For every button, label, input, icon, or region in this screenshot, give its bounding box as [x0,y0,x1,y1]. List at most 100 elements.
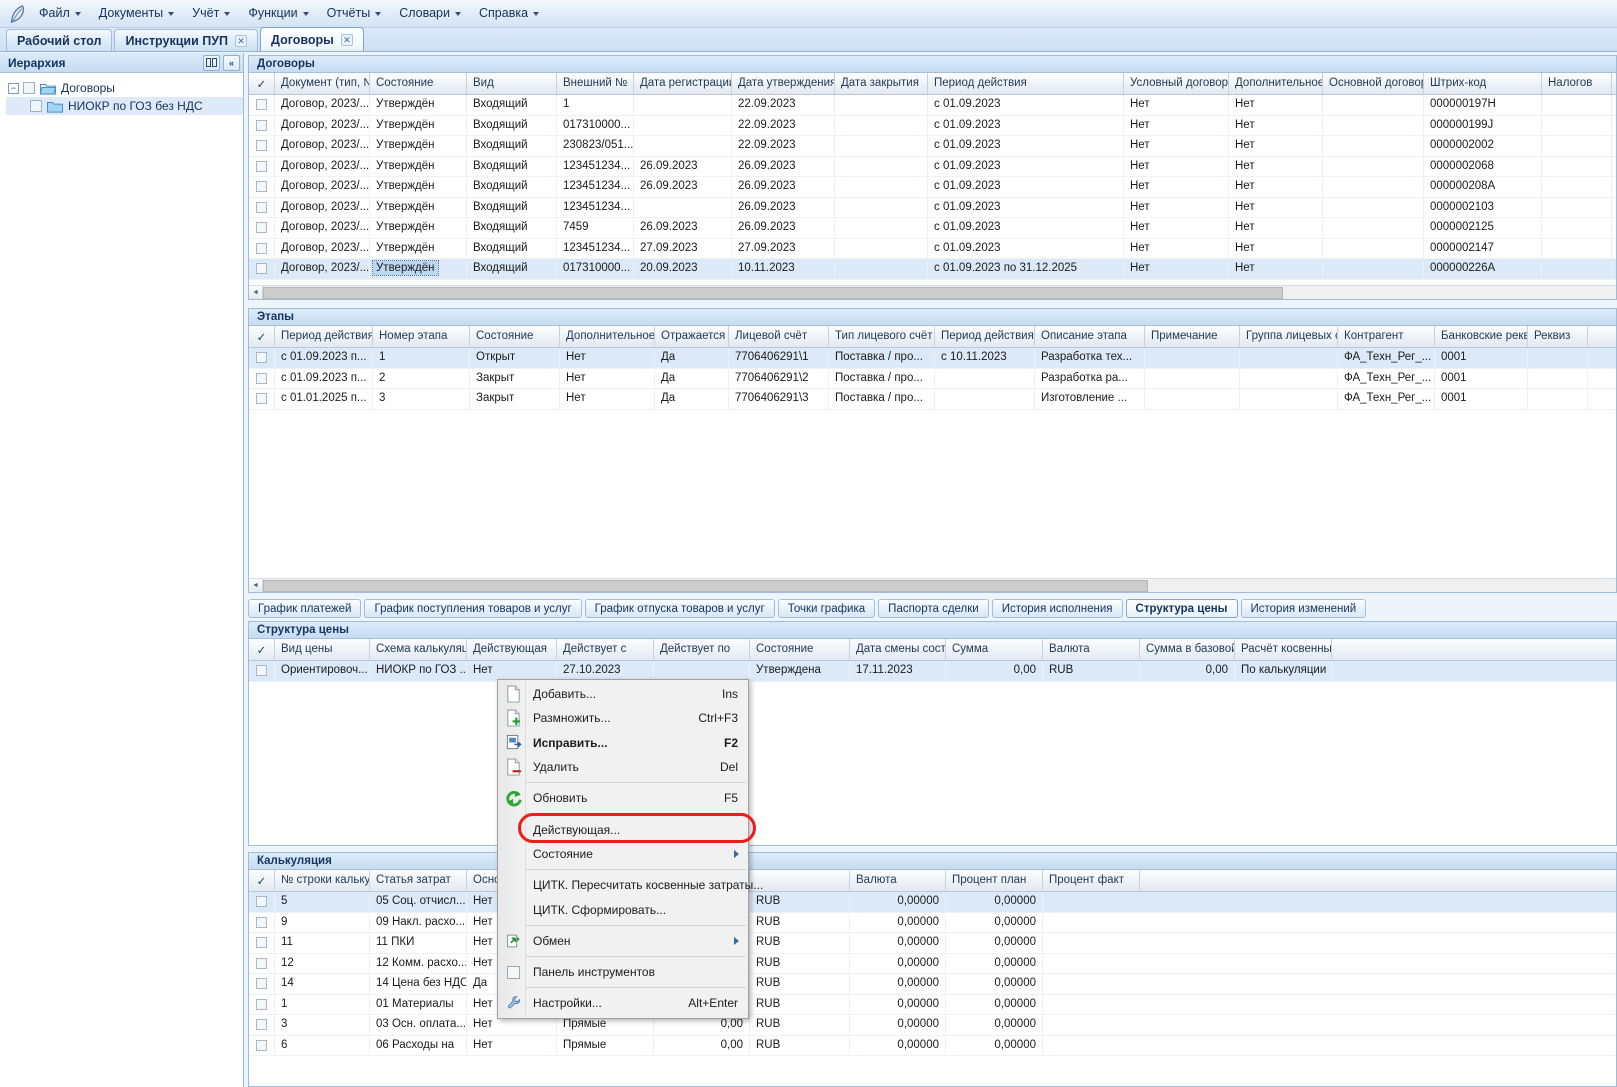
cell-amount[interactable] [654,892,750,912]
cell-state[interactable]: Утверждён [370,95,467,115]
cell-cond[interactable]: Нет [1124,197,1229,217]
cell-group[interactable] [1240,389,1338,409]
cell-num[interactable]: 9 [275,912,370,932]
cell-pct_plan[interactable]: 0,00000 [850,912,946,932]
cell-state[interactable]: Утверждён [370,115,467,135]
column-header[interactable]: Лицевой счёт [729,326,829,347]
menu-item-dictionaries[interactable]: Словари [390,2,470,25]
column-header[interactable]: Состояние [750,639,850,660]
cell-reg[interactable]: 26.09.2023 [634,177,732,197]
stages-hscrollbar[interactable]: ◄ [249,578,1616,592]
cell-counterparty[interactable]: ФА_Техн_Рег_... [1338,389,1435,409]
cell-amount[interactable]: 0,00 [654,1015,750,1035]
cell-close[interactable] [835,115,928,135]
cell-reg[interactable] [634,197,732,217]
cell-acct[interactable]: 7706406291\3 [729,389,829,409]
cell-pct_plan[interactable]: 0,00000 [850,953,946,973]
column-header[interactable]: Описание этапа [1035,326,1145,347]
row-checkbox[interactable] [249,368,275,388]
cell-scheme[interactable]: НИОКР по ГОЗ ... [370,661,467,681]
cell-pct_plan[interactable]: 0,00000 [850,933,946,953]
cell-num[interactable]: 14 [275,974,370,994]
cell-item[interactable]: 11 ПКИ [370,933,467,953]
row-checkbox[interactable] [249,389,275,409]
cell-addl[interactable]: Нет [560,368,655,388]
section-tab[interactable]: График отпуска товаров и услуг [584,599,775,618]
scroll-thumb[interactable] [263,579,1148,592]
cell-acct_period[interactable]: с 10.11.2023 [935,348,1035,368]
section-tab[interactable]: График поступления товаров и услуг [364,599,582,618]
cell-acct[interactable]: 7706406291\2 [729,368,829,388]
cell-pct_fact[interactable]: 0,00000 [946,892,1043,912]
cell-ext[interactable]: 017310000... [557,259,634,279]
cell-appr[interactable]: 26.09.2023 [732,218,835,238]
cell-currency[interactable]: RUB [750,933,850,953]
cell-doc[interactable]: Договор, 2023/... [275,238,370,258]
column-header[interactable]: Период действия.. [275,326,373,347]
cell-addl[interactable]: Нет [1229,156,1323,176]
cell-amount[interactable] [654,974,750,994]
cell-req[interactable] [1528,368,1588,388]
column-header[interactable]: Процент факт [1043,870,1140,891]
tree-node-contracts[interactable]: − Договоры [6,79,243,97]
cell-tax[interactable] [1542,136,1612,156]
scroll-track[interactable] [1148,579,1616,592]
cell-reg[interactable] [634,95,732,115]
column-header[interactable]: Условный договор [1124,73,1229,94]
cell-reg[interactable]: 26.09.2023 [634,156,732,176]
cell-close[interactable] [835,238,928,258]
column-header[interactable]: Дополнительное с [560,326,655,347]
menu-item-reports[interactable]: Отчёты [318,2,391,25]
cell-num[interactable]: 3 [275,1015,370,1035]
cell-tax[interactable] [1542,115,1612,135]
cell-kind[interactable]: Входящий [467,156,557,176]
context-menu[interactable]: Добавить... Ins Размножить... Ctrl+F3 Исправ… [497,679,763,1019]
table-row[interactable]: с 01.01.2025 п... 3 Закрыт Нет Да 7706406291\… [249,389,1616,410]
cell-state[interactable]: Закрыт [470,368,560,388]
cell-addl[interactable]: Нет [1229,259,1323,279]
cell-barcode[interactable]: 000000226A [1424,259,1542,279]
column-header[interactable]: Период действия [928,73,1124,94]
context-menu-item[interactable]: Исправить... F2 [498,731,748,755]
column-header[interactable]: Номер этапа [373,326,470,347]
column-header[interactable]: Валюта [1043,639,1140,660]
cell-state[interactable]: Утверждён [370,156,467,176]
cell-currency[interactable]: RUB [750,974,850,994]
cell-basis[interactable]: Нет [467,1015,557,1035]
cell-pct_fact[interactable]: 0,00000 [946,974,1043,994]
column-header[interactable]: Валюта [850,870,946,891]
expander-icon[interactable]: − [8,82,19,94]
cell-addl[interactable]: Нет [1229,115,1323,135]
table-row[interactable]: 101 МатериалыНетПрямые0,00RUB0,000000,00… [249,994,1616,1015]
cell-kind[interactable]: Входящий [467,197,557,217]
column-header[interactable]: Примечание [1145,326,1240,347]
cell-close[interactable] [835,95,928,115]
cell-barcode[interactable]: 000000199J [1424,115,1542,135]
cell-state[interactable]: Утверждён [370,136,467,156]
column-header[interactable]: Дополнительное с [1229,73,1323,94]
table-row[interactable]: 3 03 Осн. оплата... Нет Прямые 0,00 RUB 0,0000… [249,1015,1616,1036]
cell-close[interactable] [835,259,928,279]
column-header-check[interactable]: ✓ [249,639,275,660]
column-header[interactable]: Процент план [946,870,1043,891]
row-checkbox[interactable] [249,156,275,176]
cell-period[interactable]: с 01.09.2023 [928,136,1124,156]
cell-main[interactable] [1323,238,1424,258]
cell-amount[interactable] [654,933,750,953]
cell-state[interactable]: Утверждён [370,238,467,258]
column-header[interactable]: Группа лицевых сч [1240,326,1338,347]
cell-active[interactable]: Нет [467,661,557,681]
cell-doc[interactable]: Договор, 2023/... [275,95,370,115]
table-row[interactable]: Договор, 2023/... Утверждён Входящий 123451… [249,197,1616,218]
menu-item-functions[interactable]: Функции [239,2,317,25]
menu-item-help[interactable]: Справка [470,2,548,25]
cell-num[interactable]: 1 [373,348,470,368]
cell-item[interactable]: 14 Цена без НДС [370,974,467,994]
cell-ext[interactable]: 7459 [557,218,634,238]
column-header[interactable]: Сумма в базовой в [1140,639,1235,660]
cell-doc[interactable]: Договор, 2023/... [275,156,370,176]
row-checkbox[interactable] [249,1015,275,1035]
column-header[interactable]: Действует по [654,639,750,660]
column-header[interactable]: Статья затрат [370,870,467,891]
cell-barcode[interactable]: 0000002002 [1424,136,1542,156]
